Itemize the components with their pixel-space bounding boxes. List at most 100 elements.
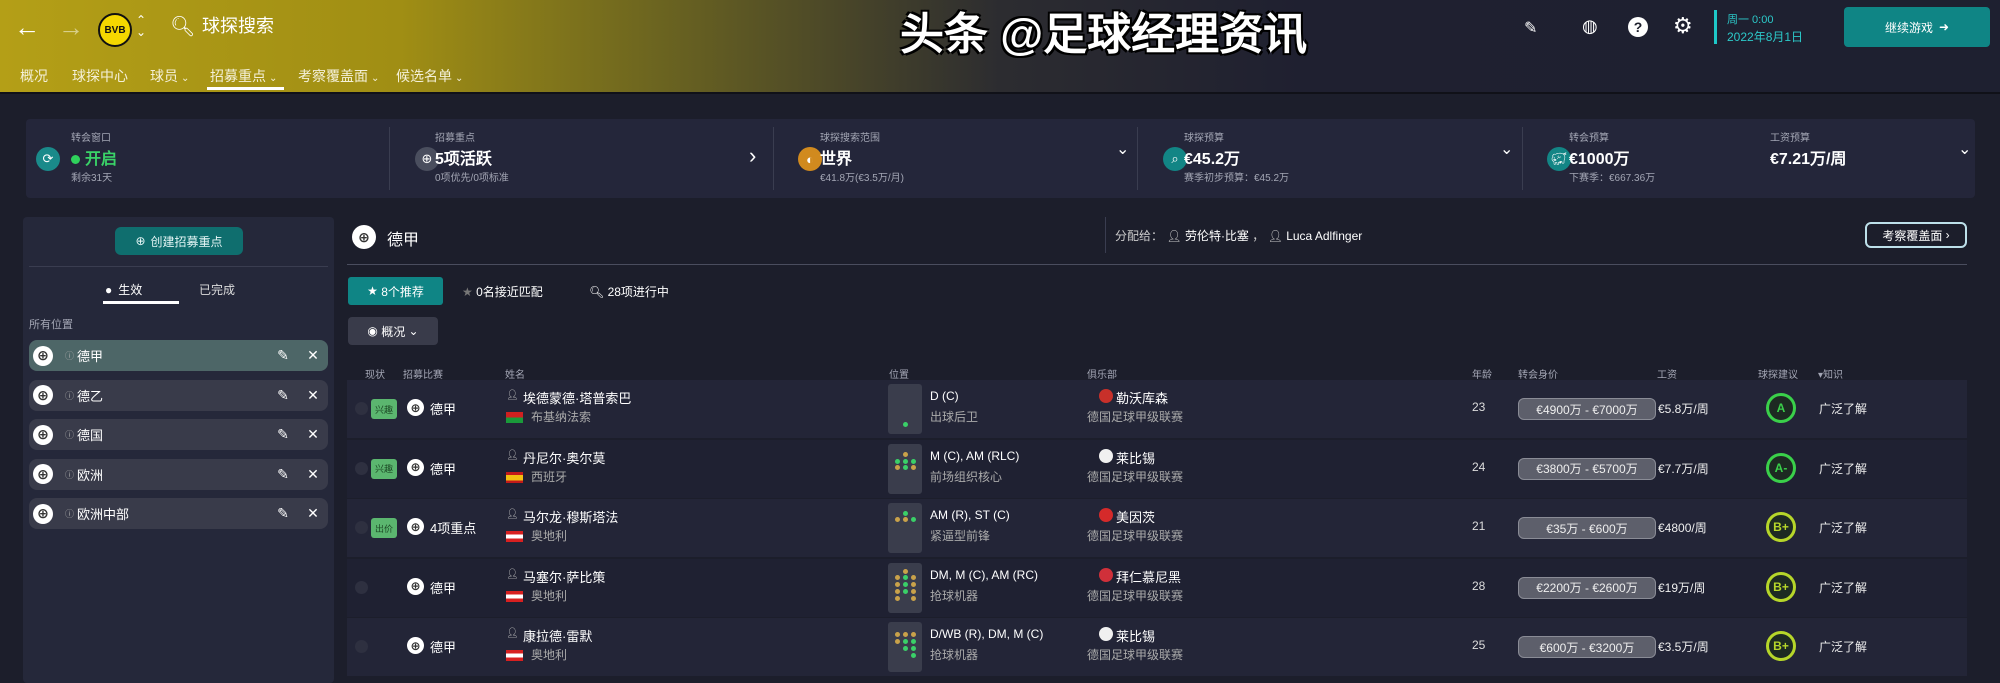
- close-icon[interactable]: ✕: [307, 426, 319, 442]
- focus-item[interactable]: ⊕ ⓘ 欧洲中部 ✎ ✕: [29, 498, 328, 529]
- nation-name: 布基纳法索: [531, 410, 592, 424]
- help-icon[interactable]: ?: [1628, 17, 1648, 37]
- player-name[interactable]: 埃德蒙德·塔普索巴: [523, 391, 632, 406]
- club-badge-icon: [1099, 567, 1113, 582]
- column-header[interactable]: ▾知识: [1818, 370, 1844, 381]
- forward-arrow-icon[interactable]: →: [58, 12, 84, 42]
- club-name[interactable]: 莱比锡: [1116, 450, 1156, 466]
- info-icon[interactable]: ⓘ: [65, 430, 75, 440]
- table-row[interactable]: ⊕ 德甲 👤︎ 马塞尔·萨比策 奥地利 DM, M (C), AM (RC) 抢球机器 拜仁慕…: [347, 558, 1967, 617]
- chevron-down-icon: ⌄: [455, 73, 464, 84]
- tab-in-progress[interactable]: 🔍︎ 28项进行中: [589, 283, 669, 300]
- column-header[interactable]: 转会身价: [1518, 370, 1558, 381]
- scout-name[interactable]: Luca Adlfinger: [1286, 229, 1363, 243]
- position-dot: [911, 581, 916, 587]
- gear-icon[interactable]: ⚙: [1673, 13, 1693, 38]
- club-badge-icon: [1099, 389, 1113, 403]
- nav-tab-2[interactable]: 球员 ⌄: [150, 66, 189, 86]
- club-name[interactable]: 勒沃库森: [1116, 391, 1169, 406]
- checkbox[interactable]: [355, 402, 368, 415]
- continue-button[interactable]: 继续游戏 ➜: [1844, 7, 1990, 47]
- tab-completed[interactable]: 已完成: [199, 283, 236, 297]
- edit-icon[interactable]: ✎: [277, 465, 289, 482]
- focus-item[interactable]: ⊕ ⓘ 德甲 ✎ ✕: [29, 340, 328, 371]
- edit-icon[interactable]: ✎: [277, 426, 289, 442]
- player-name[interactable]: 康拉德·雷默: [523, 629, 593, 644]
- club-name[interactable]: 拜仁慕尼黑: [1116, 569, 1182, 585]
- coverage-button[interactable]: 考察覆盖面 ›: [1865, 222, 1967, 248]
- arrow-circle-icon: ➜: [1938, 20, 1950, 34]
- table-row[interactable]: 兴趣 ⊕ 德甲 👤︎ 埃德蒙德·塔普索巴 布基纳法索 D (C) 出球后卫 勒沃库森 德国足球甲级…: [347, 380, 1967, 438]
- world-icon[interactable]: ◍: [1582, 16, 1598, 36]
- close-icon[interactable]: ✕: [307, 347, 319, 363]
- nav-tab-3[interactable]: 招募重点 ⌄: [210, 66, 277, 86]
- tab-recommended[interactable]: ★ 8个推荐: [348, 277, 443, 305]
- create-focus-button[interactable]: ⊕ 创建招募重点: [115, 227, 243, 255]
- position: D (C): [930, 389, 959, 403]
- nav-tab-0[interactable]: 概况: [20, 66, 48, 86]
- focus-item-label: 德甲: [77, 349, 104, 364]
- player-name[interactable]: 马塞尔·萨比策: [523, 569, 606, 585]
- column-header[interactable]: 位置: [889, 370, 909, 381]
- table-row[interactable]: ⊕ 德甲 👤︎ 康拉德·雷默 奥地利 D/WB (R), DM, M (C) 抢球机器 莱比锡…: [347, 618, 1967, 676]
- piggy-bank-icon: 🐖︎: [1547, 147, 1571, 171]
- checkbox[interactable]: [355, 640, 368, 653]
- wage: €4800/周: [1658, 521, 1707, 535]
- edit-icon[interactable]: ✎: [277, 505, 289, 521]
- scout-name[interactable]: 劳伦特·比塞: [1184, 229, 1249, 243]
- focus-item[interactable]: ⊕ ⓘ 德乙 ✎ ✕: [29, 379, 328, 411]
- focus-item-label: 德国: [77, 428, 104, 443]
- position-dot: [903, 458, 908, 464]
- nav-tab-5[interactable]: 候选名单 ⌄: [396, 66, 463, 86]
- view-dropdown[interactable]: ◉ 概况 ⌄: [348, 317, 438, 345]
- focus-item[interactable]: ⊕ ⓘ 欧洲 ✎ ✕: [29, 458, 328, 490]
- competition: 德甲: [430, 402, 457, 417]
- info-icon[interactable]: ⓘ: [65, 509, 75, 519]
- checkbox[interactable]: [355, 521, 368, 534]
- chevron-down-icon[interactable]: ⌄: [1500, 141, 1514, 158]
- tab-close-match[interactable]: ★ 0名接近匹配: [462, 283, 543, 300]
- edit-icon[interactable]: ✎: [277, 347, 289, 363]
- info-icon[interactable]: ⓘ: [65, 351, 75, 361]
- column-header[interactable]: 现状: [365, 370, 385, 381]
- column-header[interactable]: 球探建议: [1758, 370, 1798, 381]
- status-dot-icon: [71, 155, 80, 164]
- summary-value: €7.21万/周: [1770, 145, 1847, 169]
- chevron-down-icon[interactable]: ⌄: [1958, 141, 1972, 158]
- club-name[interactable]: 美因茨: [1116, 510, 1156, 525]
- focus-item[interactable]: ⊕ ⓘ 德国 ✎ ✕: [29, 419, 328, 450]
- close-icon[interactable]: ✕: [307, 465, 319, 482]
- flag-icon: [506, 531, 523, 543]
- tab-active[interactable]: ● 生效: [105, 281, 142, 298]
- column-header[interactable]: 招募比赛: [403, 370, 443, 381]
- focus-item-label: 欧洲中部: [77, 507, 130, 522]
- player-name[interactable]: 马尔龙·穆斯塔法: [523, 510, 619, 525]
- checkbox[interactable]: [355, 580, 368, 594]
- info-icon[interactable]: ⓘ: [65, 469, 75, 480]
- table-row[interactable]: 兴趣 ⊕ 德甲 👤︎ 丹尼尔·奥尔莫 西班牙 M (C), AM (RLC) 前场组织核心 莱比…: [347, 439, 1967, 498]
- close-icon[interactable]: ✕: [307, 386, 319, 403]
- competition: 德甲: [430, 640, 457, 655]
- close-icon[interactable]: ✕: [307, 505, 319, 521]
- club-logo[interactable]: BVB: [98, 13, 132, 47]
- person-icon: 👤︎: [506, 628, 519, 639]
- club-switch-icon[interactable]: ⌃ ⌄: [136, 13, 147, 39]
- chevron-down-icon[interactable]: ⌄: [1116, 141, 1130, 158]
- info-icon[interactable]: ⓘ: [65, 390, 75, 401]
- nav-tab-4[interactable]: 考察覆盖面 ⌄: [298, 66, 379, 86]
- table-row[interactable]: 出价 ⊕ 4项重点 👤︎ 马尔龙·穆斯塔法 奥地利 AM (R), ST (C) 紧逼型前锋 美…: [347, 499, 1967, 557]
- player-name[interactable]: 丹尼尔·奥尔莫: [523, 450, 606, 466]
- column-header[interactable]: 年龄: [1472, 370, 1492, 381]
- column-header[interactable]: 姓名: [505, 370, 525, 381]
- edit-icon[interactable]: ✎: [277, 386, 289, 403]
- club-name[interactable]: 莱比锡: [1116, 629, 1156, 644]
- checkbox[interactable]: [355, 461, 368, 475]
- pencil-icon[interactable]: ✎: [1524, 20, 1538, 37]
- column-header[interactable]: 工资: [1657, 370, 1677, 381]
- chevron-right-icon[interactable]: ›: [749, 143, 757, 168]
- back-arrow-icon[interactable]: ←: [14, 12, 40, 42]
- assigned-label: 分配给：: [1115, 229, 1164, 243]
- column-header[interactable]: 俱乐部: [1087, 370, 1117, 381]
- nav-tab-1[interactable]: 球探中心: [72, 66, 128, 86]
- search-icon: 🔍︎: [170, 16, 196, 38]
